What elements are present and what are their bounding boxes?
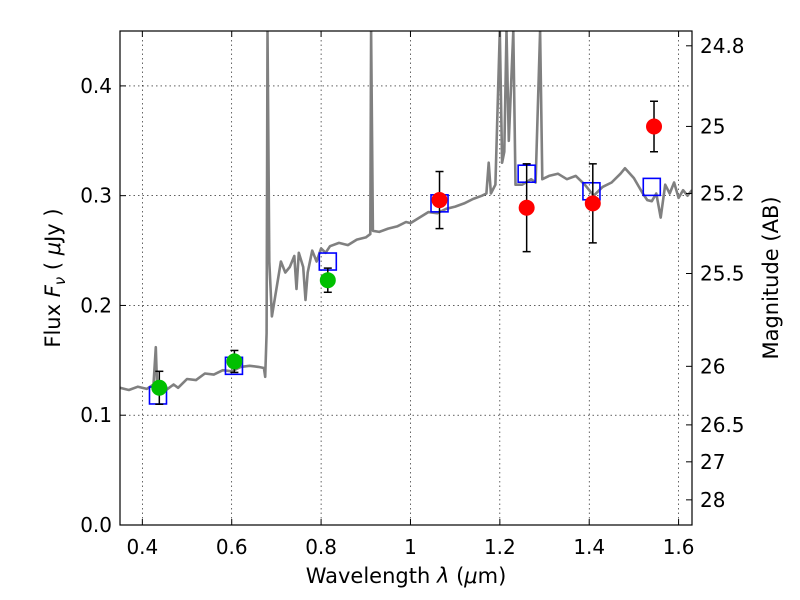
x-tick-label: 0.8 (305, 535, 337, 559)
x-tick-label: 0.4 (126, 535, 158, 559)
right-tick-label: 26.5 (700, 413, 745, 437)
right-tick-label: 25.2 (700, 181, 745, 205)
y-axis-ticks: 0.0 0.1 0.2 0.3 0.4 (80, 74, 126, 537)
right-tick-label: 25 (700, 114, 725, 138)
x-tick-label: 1.6 (663, 535, 695, 559)
y-axis-label: Flux Fν ( μJy ) (41, 208, 69, 347)
x-tick-label: 0.6 (216, 535, 248, 559)
red-photometry-series (431, 100, 663, 253)
right-tick-label: 25.5 (700, 262, 745, 286)
right-tick-label: 27 (700, 450, 725, 474)
data-point (646, 118, 663, 135)
right-axis-label: Magnitude (AB) (759, 196, 783, 359)
data-point (319, 272, 336, 289)
data-point (226, 353, 243, 370)
x-axis-ticks: 0.4 0.6 0.8 1 1.2 1.4 1.6 (126, 31, 695, 559)
y-tick-label: 0.1 (80, 403, 112, 427)
right-tick-label: 28 (700, 488, 725, 512)
data-point (518, 199, 535, 216)
data-point (584, 195, 601, 212)
plot-frame (119, 30, 693, 526)
y-tick-label: 0.2 (80, 293, 112, 317)
right-tick-label: 26 (700, 354, 725, 378)
data-point (431, 192, 448, 209)
green-photometry-series (151, 267, 336, 405)
y-tick-label: 0.4 (80, 74, 112, 98)
y-tick-label: 0.0 (80, 513, 112, 537)
model-square (642, 177, 662, 197)
x-tick-label: 1.4 (573, 535, 605, 559)
x-tick-label: 1.2 (484, 535, 516, 559)
x-axis-label: Wavelength λ (μm) (306, 564, 507, 588)
right-tick-label: 24.8 (700, 34, 745, 58)
data-point (151, 379, 168, 396)
x-tick-label: 1 (404, 535, 417, 559)
y-tick-label: 0.3 (80, 184, 112, 208)
right-axis-ticks: 24.8 25 25.2 25.5 26 26.5 27 28 (686, 34, 745, 512)
plot-background (120, 31, 692, 525)
